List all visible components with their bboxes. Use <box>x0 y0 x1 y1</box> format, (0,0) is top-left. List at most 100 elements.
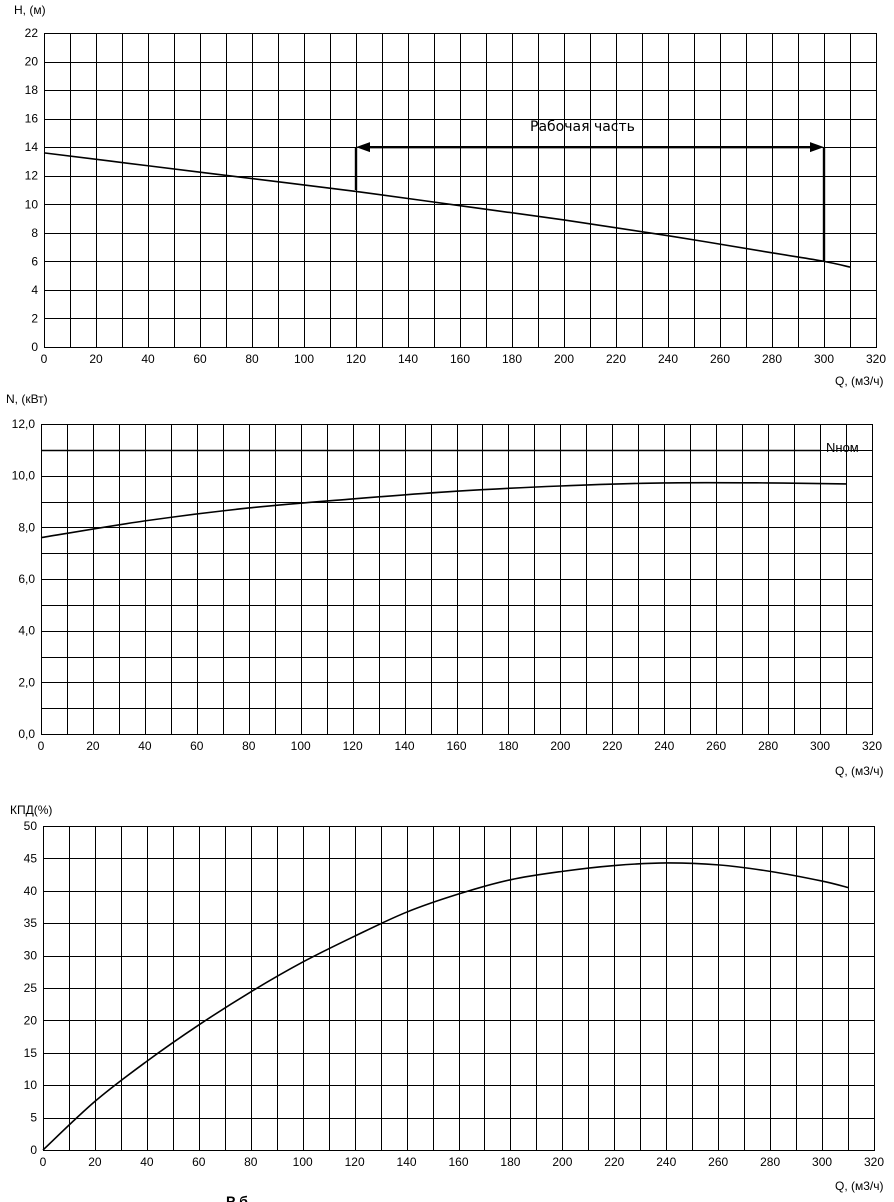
working-range-arrow-left <box>356 142 370 153</box>
efficiency-x-tick-label: 200 <box>552 1155 572 1169</box>
head-y-tick-label: 0 <box>31 340 38 354</box>
efficiency-x-tick-label: 40 <box>140 1155 154 1169</box>
efficiency-y-tick-label: 10 <box>24 1078 38 1092</box>
power-x-tick-label: 80 <box>242 739 256 753</box>
efficiency-x-tick-label: 80 <box>244 1155 258 1169</box>
head-y-tick-label: 10 <box>25 197 39 211</box>
power-x-tick-label: 160 <box>446 739 466 753</box>
power-x-tick-label: 240 <box>654 739 674 753</box>
head-x-tick-label: 80 <box>245 352 259 366</box>
power-x-tick-label: 260 <box>706 739 726 753</box>
efficiency-y-tick-label: 5 <box>30 1111 37 1125</box>
efficiency-y-tick-label: 45 <box>24 851 38 865</box>
nominal-power-label: Nном <box>826 440 859 455</box>
efficiency-x-tick-label: 60 <box>192 1155 206 1169</box>
efficiency-y-tick-label: 30 <box>24 949 38 963</box>
head-y-tick-label: 4 <box>31 283 38 297</box>
efficiency-x-tick-label: 140 <box>397 1155 417 1169</box>
efficiency-x-tick-label: 320 <box>864 1155 884 1169</box>
head-y-tick-label: 22 <box>25 26 39 40</box>
head-x-tick-label: 280 <box>762 352 782 366</box>
power-x-tick-label: 220 <box>602 739 622 753</box>
head-y-tick-label: 2 <box>31 311 38 325</box>
power-x-axis-label: Q, (м3/ч) <box>835 764 884 778</box>
head-x-tick-label: 220 <box>606 352 626 366</box>
power-chart: 0 20 40 60 80 100 120 140 160 180 200 220 240 260 280 3… <box>6 392 884 778</box>
head-x-tick-label: 100 <box>294 352 314 366</box>
power-x-tick-label: 20 <box>86 739 100 753</box>
head-x-tick-label: 0 <box>41 352 48 366</box>
efficiency-x-tick-label: 220 <box>604 1155 624 1169</box>
efficiency-y-tick-label: 25 <box>24 981 38 995</box>
power-x-tick-label: 320 <box>862 739 882 753</box>
head-x-tick-label: 260 <box>710 352 730 366</box>
figure-caption: Р б <box>226 1193 248 1202</box>
efficiency-x-tick-label: 240 <box>656 1155 676 1169</box>
head-y-tick-label: 18 <box>25 83 39 97</box>
power-y-tick-label: 6,0 <box>18 572 35 586</box>
power-x-tick-label: 280 <box>758 739 778 753</box>
head-x-tick-label: 160 <box>450 352 470 366</box>
power-x-tick-label: 100 <box>291 739 311 753</box>
head-x-tick-label: 60 <box>193 352 207 366</box>
power-x-tick-label: 200 <box>550 739 570 753</box>
power-x-tick-label: 180 <box>498 739 518 753</box>
working-range-label: Рабочая часть <box>530 119 635 135</box>
head-chart: 0 20 40 60 80 100 120 140 160 180 200 220 240 260 280 3… <box>14 3 886 388</box>
head-y-tick-label: 14 <box>25 140 39 154</box>
efficiency-x-tick-label: 120 <box>345 1155 365 1169</box>
efficiency-y-tick-label: 15 <box>24 1046 38 1060</box>
head-x-axis-label: Q, (м3/ч) <box>835 374 884 388</box>
efficiency-y-tick-label: 0 <box>30 1143 37 1157</box>
power-y-tick-label: 10,0 <box>12 469 36 483</box>
head-y-tick-label: 20 <box>25 55 39 69</box>
head-plot-frame <box>44 33 877 348</box>
efficiency-x-axis-label: Q, (м3/ч) <box>835 1179 884 1193</box>
power-curve <box>40 481 847 539</box>
head-x-tick-label: 140 <box>398 352 418 366</box>
head-x-tick-label: 300 <box>814 352 834 366</box>
head-x-tick-label: 240 <box>658 352 678 366</box>
efficiency-x-tick-label: 280 <box>760 1155 780 1169</box>
head-x-tick-label: 20 <box>89 352 103 366</box>
head-x-tick-label: 40 <box>141 352 155 366</box>
head-curve <box>43 152 851 268</box>
head-y-tick-label: 6 <box>31 254 38 268</box>
power-y-axis-label: N, (кВт) <box>6 392 48 406</box>
power-y-tick-label: 12,0 <box>12 417 36 431</box>
power-x-tick-label: 140 <box>395 739 415 753</box>
head-x-tick-label: 120 <box>346 352 366 366</box>
power-y-tick-label: 8,0 <box>18 520 35 534</box>
head-y-tick-label: 16 <box>25 112 39 126</box>
efficiency-x-tick-label: 100 <box>293 1155 313 1169</box>
working-range-arrow-right <box>810 142 824 153</box>
power-y-tick-label: 0,0 <box>18 727 35 741</box>
efficiency-x-tick-label: 20 <box>88 1155 102 1169</box>
power-plot-frame <box>41 424 873 735</box>
head-x-tick-label: 180 <box>502 352 522 366</box>
power-x-tick-label: 60 <box>190 739 204 753</box>
head-y-tick-label: 8 <box>31 226 38 240</box>
efficiency-x-tick-label: 300 <box>812 1155 832 1169</box>
efficiency-x-tick-label: 260 <box>708 1155 728 1169</box>
efficiency-chart: 0 20 40 60 80 100 120 140 160 180 200 220 240 260 280 3… <box>10 803 884 1193</box>
power-x-tick-label: 40 <box>138 739 152 753</box>
efficiency-curve <box>42 862 849 1151</box>
efficiency-plot-frame <box>43 826 875 1151</box>
power-y-tick-label: 2,0 <box>18 675 35 689</box>
head-y-axis-label: H, (м) <box>14 3 46 17</box>
power-y-tick-label: 4,0 <box>18 624 35 638</box>
efficiency-y-tick-label: 50 <box>24 819 38 833</box>
head-x-tick-label: 200 <box>554 352 574 366</box>
power-x-tick-label: 120 <box>343 739 363 753</box>
efficiency-y-tick-label: 35 <box>24 916 38 930</box>
power-x-tick-label: 0 <box>38 739 45 753</box>
power-x-tick-label: 300 <box>810 739 830 753</box>
head-x-tick-label: 320 <box>866 352 886 366</box>
efficiency-x-tick-label: 180 <box>500 1155 520 1169</box>
efficiency-y-tick-label: 40 <box>24 884 38 898</box>
efficiency-x-tick-label: 160 <box>448 1155 468 1169</box>
efficiency-y-tick-label: 20 <box>24 1013 38 1027</box>
head-y-tick-label: 12 <box>25 169 39 183</box>
